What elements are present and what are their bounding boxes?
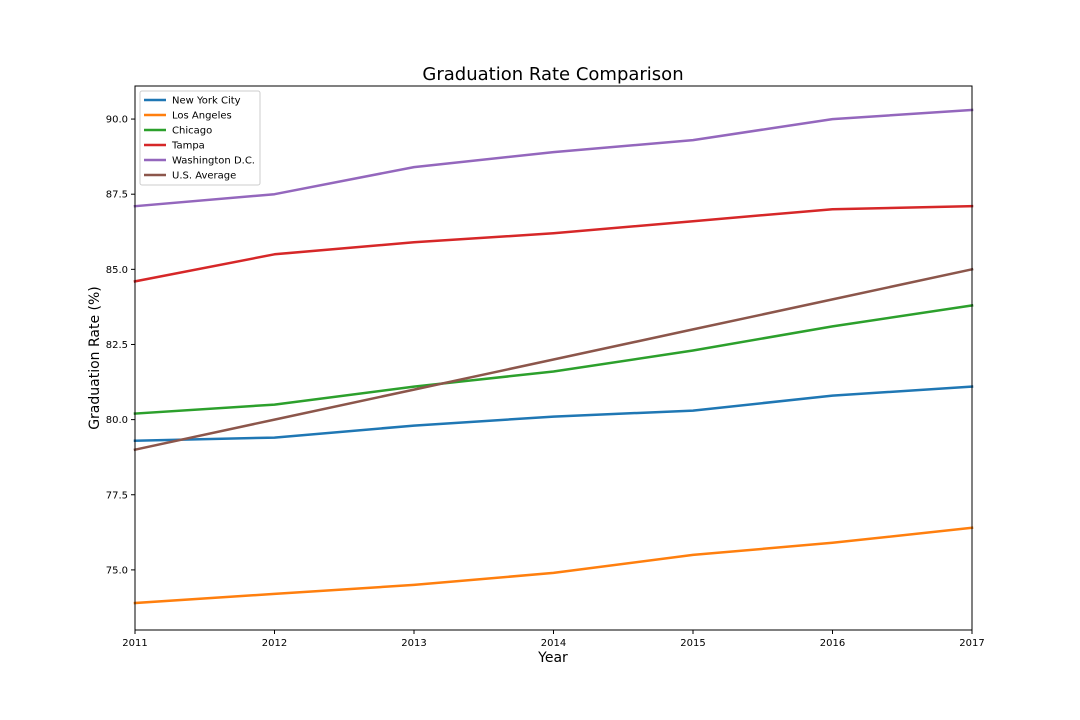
legend-label: Chicago — [172, 126, 212, 137]
series-line-4 — [133, 108, 974, 208]
series-line-0 — [133, 385, 974, 442]
y-tick-label: 85.0 — [106, 265, 128, 276]
chart-title: Graduation Rate Comparison — [422, 64, 683, 85]
legend-label: Tampa — [171, 141, 205, 152]
y-tick-label: 87.5 — [106, 190, 128, 201]
legend-label: Washington D.C. — [172, 156, 255, 167]
y-axis-label: Graduation Rate (%) — [87, 286, 103, 430]
y-tick-label: 77.5 — [106, 490, 128, 501]
x-tick-label: 2013 — [401, 638, 426, 649]
plot-area: 2011 2012 2013 2014 2015 2016 2017 75.0 77.5 80.0… — [106, 85, 985, 649]
x-tick-label: 2014 — [541, 638, 566, 649]
plot-frame — [134, 85, 973, 631]
x-tick-label: 2017 — [959, 638, 984, 649]
legend-label: U.S. Average — [172, 171, 236, 182]
y-tick-label: 90.0 — [106, 115, 128, 126]
x-tick-label: 2015 — [680, 638, 705, 649]
series-line-2 — [133, 303, 974, 415]
series-line-3 — [133, 204, 974, 283]
x-tick-label: 2011 — [122, 638, 147, 649]
series-line-1 — [133, 526, 974, 605]
y-tick-label: 75.0 — [106, 565, 128, 576]
legend-box — [139, 90, 261, 186]
x-tick-label: 2012 — [262, 638, 287, 649]
series-line-5 — [133, 267, 974, 452]
legend-label: Los Angeles — [172, 111, 232, 122]
y-tick-label: 80.0 — [106, 415, 128, 426]
y-tick-label: 82.5 — [106, 340, 128, 351]
legend-label: New York City — [172, 96, 241, 107]
x-tick-label: 2016 — [820, 638, 845, 649]
x-axis-label: Year — [537, 650, 568, 666]
